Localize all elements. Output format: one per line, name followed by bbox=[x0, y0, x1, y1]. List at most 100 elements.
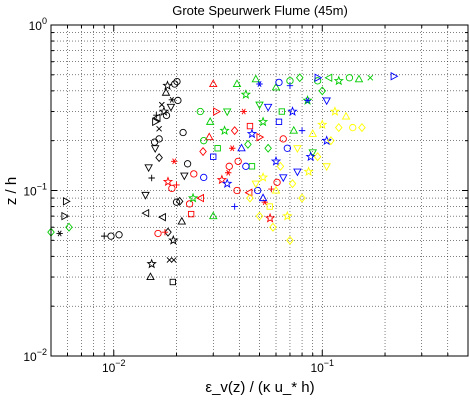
data-point bbox=[288, 179, 297, 189]
grid bbox=[51, 25, 468, 356]
data-point bbox=[244, 188, 253, 197]
data-point bbox=[190, 170, 198, 178]
data-point bbox=[187, 210, 195, 218]
data-point bbox=[214, 145, 221, 152]
data-point bbox=[210, 153, 217, 160]
data-point bbox=[148, 174, 155, 182]
data-point bbox=[61, 211, 70, 221]
data-point bbox=[177, 216, 187, 225]
data-point bbox=[317, 119, 328, 130]
data-point bbox=[278, 174, 288, 183]
data-point bbox=[56, 230, 63, 237]
data-point bbox=[187, 192, 199, 203]
data-point bbox=[263, 103, 273, 112]
data-point bbox=[155, 135, 163, 143]
data-point bbox=[251, 180, 261, 189]
data-point bbox=[308, 129, 318, 137]
y-tick-label: 10−1 bbox=[23, 182, 47, 199]
data-point bbox=[367, 74, 374, 81]
data-point bbox=[225, 162, 233, 170]
data-point bbox=[196, 193, 204, 203]
data-point bbox=[275, 78, 283, 87]
data-point bbox=[158, 101, 165, 108]
data-point bbox=[257, 116, 269, 127]
data-point bbox=[334, 123, 343, 133]
data-point bbox=[293, 168, 302, 177]
data-points bbox=[47, 71, 399, 286]
data-point bbox=[152, 117, 160, 127]
data-point bbox=[322, 163, 331, 172]
data-point bbox=[345, 74, 354, 82]
data-point bbox=[144, 164, 153, 173]
data-point bbox=[164, 227, 172, 237]
data-point bbox=[204, 132, 214, 141]
data-point bbox=[166, 103, 176, 112]
data-point bbox=[283, 144, 291, 152]
data-point bbox=[237, 143, 246, 152]
data-point bbox=[270, 155, 282, 166]
data-point bbox=[146, 258, 157, 269]
data-point bbox=[208, 79, 218, 88]
data-point bbox=[208, 211, 218, 220]
data-point bbox=[298, 193, 306, 203]
data-point bbox=[271, 185, 281, 194]
data-point bbox=[222, 178, 233, 189]
data-point bbox=[341, 111, 351, 120]
y-tick-label: 100 bbox=[29, 16, 47, 33]
data-point bbox=[231, 203, 238, 210]
data-point bbox=[268, 185, 275, 193]
data-point bbox=[324, 73, 333, 83]
data-point bbox=[230, 126, 239, 136]
data-point bbox=[257, 171, 269, 182]
data-point bbox=[286, 235, 294, 245]
data-point bbox=[254, 186, 262, 195]
data-point bbox=[304, 97, 311, 104]
data-point bbox=[232, 79, 242, 88]
data-point bbox=[246, 193, 254, 203]
data-point bbox=[313, 152, 322, 162]
data-point bbox=[358, 123, 366, 133]
x-axis-title: ε_v(z) / (κ u_* h) bbox=[205, 379, 314, 396]
data-point bbox=[264, 212, 276, 223]
data-point bbox=[318, 86, 327, 96]
data-point bbox=[152, 113, 161, 123]
data-point bbox=[158, 212, 166, 222]
data-point bbox=[179, 128, 187, 137]
y-tick-label: 10−2 bbox=[23, 347, 47, 364]
data-point bbox=[205, 117, 215, 125]
data-point bbox=[101, 232, 108, 240]
data-point bbox=[162, 176, 174, 187]
data-point bbox=[156, 125, 162, 132]
data-point bbox=[282, 210, 293, 221]
data-point bbox=[180, 172, 189, 181]
data-point bbox=[62, 197, 71, 206]
data-point bbox=[349, 123, 357, 132]
data-point bbox=[264, 143, 272, 153]
data-point bbox=[162, 80, 173, 91]
data-point bbox=[255, 101, 264, 110]
data-point bbox=[229, 145, 236, 152]
data-point bbox=[279, 135, 287, 143]
data-point bbox=[240, 108, 247, 115]
data-point bbox=[185, 200, 194, 208]
data-point bbox=[271, 82, 281, 91]
axis-ticks bbox=[51, 25, 468, 356]
data-point bbox=[255, 211, 264, 221]
x-tick-label: 10−2 bbox=[102, 358, 126, 375]
data-point bbox=[168, 234, 179, 245]
data-point bbox=[169, 278, 177, 286]
data-point bbox=[275, 118, 283, 125]
data-point bbox=[161, 228, 169, 236]
data-point bbox=[154, 229, 162, 238]
data-point bbox=[246, 128, 258, 139]
data-point bbox=[313, 77, 322, 85]
data-point bbox=[244, 139, 252, 149]
data-point bbox=[287, 106, 298, 116]
data-point bbox=[225, 169, 232, 176]
data-point bbox=[286, 82, 294, 89]
data-point bbox=[258, 193, 268, 202]
data-point bbox=[141, 191, 150, 200]
data-point bbox=[322, 97, 331, 106]
data-point bbox=[170, 257, 177, 263]
